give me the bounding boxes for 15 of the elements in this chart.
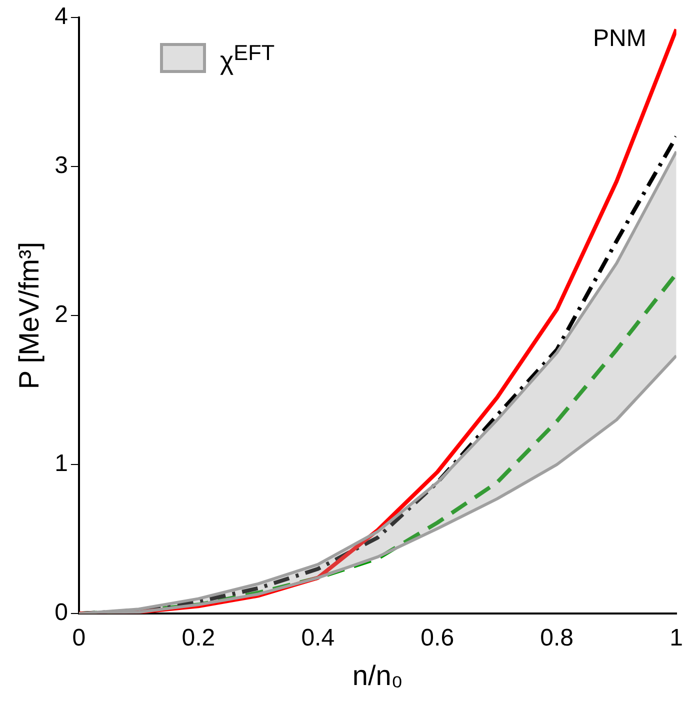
x-tick-label: 0.8 [540,624,574,652]
x-tick-label: 0.4 [301,624,335,652]
y-tick-label: 1 [54,450,68,478]
x-tick-label: 0.2 [182,624,216,652]
legend-label: χ$^{EFT}$ [220,40,275,77]
annotation: PNM [592,25,646,52]
y-tick-label: 4 [54,3,68,30]
y-tick-label: 2 [54,301,68,328]
y-tick-label: 0 [54,599,68,626]
x-tick-label: 0 [72,624,86,652]
x-axis-title: n/n₀ [352,660,403,691]
y-axis-title: P [MeV/fm³] [14,242,45,390]
y-tick-label: 3 [54,152,68,180]
x-tick-label: 0.6 [420,624,454,652]
x-tick-label: 1 [670,624,684,652]
